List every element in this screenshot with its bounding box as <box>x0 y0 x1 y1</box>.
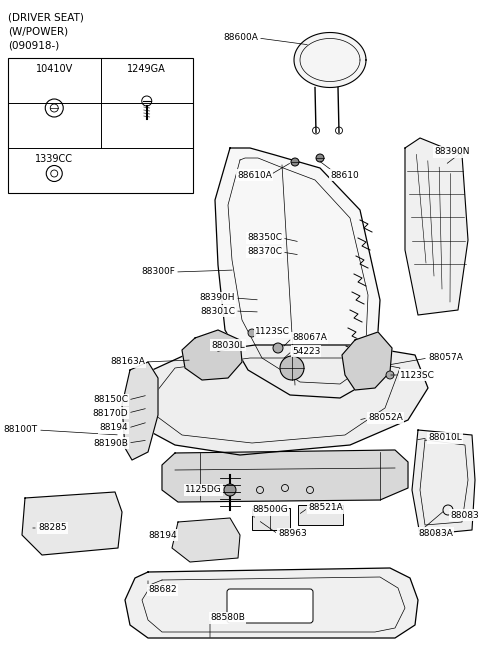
Text: 88083A: 88083A <box>418 529 453 537</box>
Circle shape <box>280 356 304 380</box>
Circle shape <box>291 158 299 166</box>
Circle shape <box>316 154 324 162</box>
Text: 88170D: 88170D <box>92 409 128 417</box>
Text: (DRIVER SEAT): (DRIVER SEAT) <box>8 12 84 22</box>
Text: 1123SC: 1123SC <box>400 371 435 380</box>
Text: 88370C: 88370C <box>247 247 282 256</box>
Text: 1339CC: 1339CC <box>35 154 73 164</box>
Text: 88194: 88194 <box>148 531 177 539</box>
Circle shape <box>248 329 256 337</box>
Text: 88580B: 88580B <box>210 613 245 623</box>
Text: (W/POWER): (W/POWER) <box>8 26 68 36</box>
Polygon shape <box>294 33 366 87</box>
Polygon shape <box>22 492 122 555</box>
Bar <box>298 505 343 525</box>
Text: 88067A: 88067A <box>292 333 327 342</box>
Text: 88963: 88963 <box>278 529 307 539</box>
Text: 88190B: 88190B <box>93 438 128 447</box>
Text: 88057A: 88057A <box>428 354 463 363</box>
Polygon shape <box>135 345 428 455</box>
Text: (090918-): (090918-) <box>8 40 59 50</box>
Text: 88600A: 88600A <box>223 33 258 43</box>
Polygon shape <box>172 518 240 562</box>
Bar <box>252 508 290 530</box>
Text: 88052A: 88052A <box>368 413 403 422</box>
Text: 88083: 88083 <box>450 510 479 520</box>
Text: 1249GA: 1249GA <box>127 64 166 74</box>
Polygon shape <box>405 138 468 315</box>
Polygon shape <box>182 330 242 380</box>
Polygon shape <box>215 148 380 398</box>
FancyBboxPatch shape <box>227 589 313 623</box>
Circle shape <box>273 343 283 353</box>
Polygon shape <box>162 450 408 502</box>
Text: 88390N: 88390N <box>434 148 470 157</box>
Polygon shape <box>412 430 475 535</box>
Text: 88301C: 88301C <box>200 306 235 316</box>
Text: 54223: 54223 <box>292 346 320 356</box>
Circle shape <box>224 484 236 496</box>
Text: 1125DG: 1125DG <box>185 485 222 495</box>
Text: 88390H: 88390H <box>200 293 235 302</box>
Text: 88682: 88682 <box>148 586 177 594</box>
Text: 88521A: 88521A <box>308 504 343 512</box>
Text: 88350C: 88350C <box>247 234 282 243</box>
Text: 88285: 88285 <box>38 523 67 533</box>
Bar <box>8 58 193 193</box>
Text: 88100T: 88100T <box>4 426 38 434</box>
Text: 88163A: 88163A <box>110 358 145 367</box>
Text: 88030L: 88030L <box>211 340 245 350</box>
Text: 88610: 88610 <box>330 171 359 180</box>
Polygon shape <box>342 332 392 390</box>
Text: 88010L: 88010L <box>428 434 462 443</box>
Text: 1123SC: 1123SC <box>255 327 290 337</box>
Text: 88500G: 88500G <box>252 506 288 514</box>
Text: 88300F: 88300F <box>141 268 175 276</box>
Polygon shape <box>125 568 418 638</box>
Polygon shape <box>122 362 158 460</box>
Text: 88610A: 88610A <box>237 171 272 180</box>
Text: 10410V: 10410V <box>36 64 73 74</box>
Text: 88194: 88194 <box>99 424 128 432</box>
Text: 88150C: 88150C <box>93 396 128 405</box>
Circle shape <box>386 371 394 379</box>
